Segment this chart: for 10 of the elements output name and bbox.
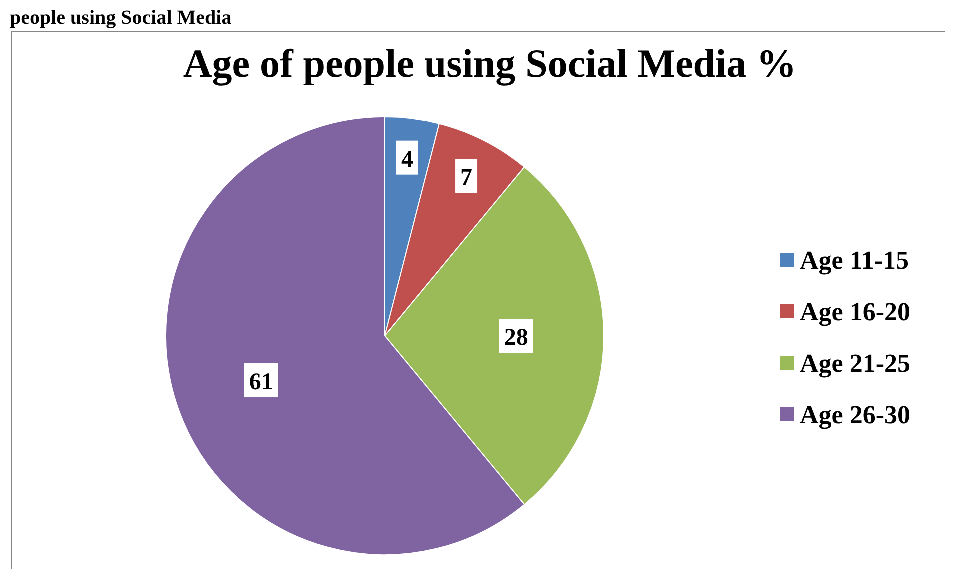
legend-label: Age 26-30 bbox=[800, 400, 910, 430]
legend-label: Age 11-15 bbox=[800, 246, 910, 275]
legend-label: Age 16-20 bbox=[800, 298, 910, 326]
data-label: 61 bbox=[249, 370, 274, 396]
legend-label: Age 21-25 bbox=[800, 349, 910, 378]
data-label: 7 bbox=[460, 164, 473, 191]
data-label: 28 bbox=[504, 325, 528, 351]
text: people using Social Media bbox=[10, 7, 232, 29]
chart-title: Age of people using Social Media % bbox=[183, 41, 797, 86]
data-label: 4 bbox=[402, 146, 414, 173]
